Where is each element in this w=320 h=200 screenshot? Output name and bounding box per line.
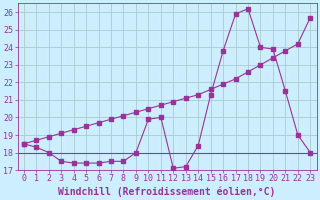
- X-axis label: Windchill (Refroidissement éolien,°C): Windchill (Refroidissement éolien,°C): [58, 186, 276, 197]
